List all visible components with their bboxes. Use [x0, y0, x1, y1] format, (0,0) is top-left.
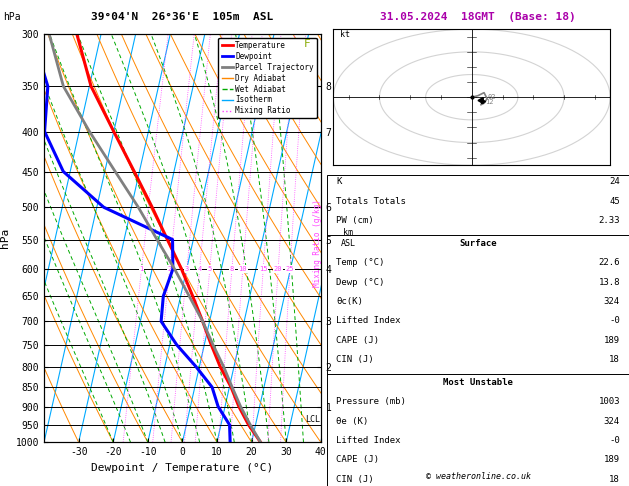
- Text: -0: -0: [610, 316, 620, 326]
- Text: F: F: [304, 39, 310, 49]
- Text: LCL: LCL: [305, 415, 320, 424]
- Legend: Temperature, Dewpoint, Parcel Trajectory, Dry Adiabat, Wet Adiabat, Isotherm, Mi: Temperature, Dewpoint, Parcel Trajectory…: [218, 38, 317, 119]
- Text: 189: 189: [604, 336, 620, 345]
- Text: 324: 324: [604, 417, 620, 426]
- Text: θe (K): θe (K): [336, 417, 369, 426]
- Text: 4: 4: [198, 266, 202, 272]
- Text: 15: 15: [259, 266, 267, 272]
- Text: 22.6: 22.6: [598, 258, 620, 267]
- X-axis label: Dewpoint / Temperature (°C): Dewpoint / Temperature (°C): [91, 463, 274, 473]
- Text: 13.8: 13.8: [598, 278, 620, 287]
- Text: CIN (J): CIN (J): [336, 475, 374, 484]
- Text: 1: 1: [140, 266, 143, 272]
- Text: Pressure (mb): Pressure (mb): [336, 397, 406, 406]
- Text: Temp (°C): Temp (°C): [336, 258, 384, 267]
- Text: Lifted Index: Lifted Index: [336, 436, 401, 445]
- Text: Most Unstable: Most Unstable: [443, 378, 513, 387]
- Text: Mixing Ratio (g/kg): Mixing Ratio (g/kg): [313, 199, 322, 287]
- Text: CIN (J): CIN (J): [336, 355, 374, 364]
- Text: CAPE (J): CAPE (J): [336, 336, 379, 345]
- Text: 1003: 1003: [598, 397, 620, 406]
- Text: 2: 2: [167, 266, 172, 272]
- Text: 20: 20: [274, 266, 282, 272]
- Text: 2.33: 2.33: [598, 216, 620, 226]
- Text: 5: 5: [208, 266, 212, 272]
- Text: CAPE (J): CAPE (J): [336, 455, 379, 465]
- Text: 45: 45: [610, 197, 620, 206]
- Text: kt: kt: [340, 30, 350, 39]
- Text: 3: 3: [185, 266, 189, 272]
- Text: θc(K): θc(K): [336, 297, 363, 306]
- Text: Dewp (°C): Dewp (°C): [336, 278, 384, 287]
- Text: 8: 8: [230, 266, 234, 272]
- Y-axis label: km
ASL: km ASL: [341, 228, 355, 248]
- Text: K: K: [336, 177, 342, 187]
- Text: -0: -0: [610, 436, 620, 445]
- Text: 18: 18: [610, 355, 620, 364]
- Text: 24: 24: [610, 177, 620, 187]
- Text: hPa: hPa: [3, 12, 21, 22]
- Text: 31.05.2024  18GMT  (Base: 18): 31.05.2024 18GMT (Base: 18): [380, 12, 576, 22]
- Text: Lifted Index: Lifted Index: [336, 316, 401, 326]
- Text: © weatheronline.co.uk: © weatheronline.co.uk: [426, 472, 530, 481]
- Y-axis label: hPa: hPa: [0, 228, 10, 248]
- Text: 12: 12: [486, 99, 494, 105]
- Text: Surface: Surface: [459, 239, 497, 248]
- Text: 25: 25: [286, 266, 294, 272]
- Text: 39°04'N  26°36'E  105m  ASL: 39°04'N 26°36'E 105m ASL: [91, 12, 274, 22]
- Text: Totals Totals: Totals Totals: [336, 197, 406, 206]
- Text: 02: 02: [487, 94, 496, 101]
- Text: 324: 324: [604, 297, 620, 306]
- Text: 18: 18: [610, 475, 620, 484]
- Text: 189: 189: [604, 455, 620, 465]
- Text: PW (cm): PW (cm): [336, 216, 374, 226]
- Text: 10: 10: [238, 266, 247, 272]
